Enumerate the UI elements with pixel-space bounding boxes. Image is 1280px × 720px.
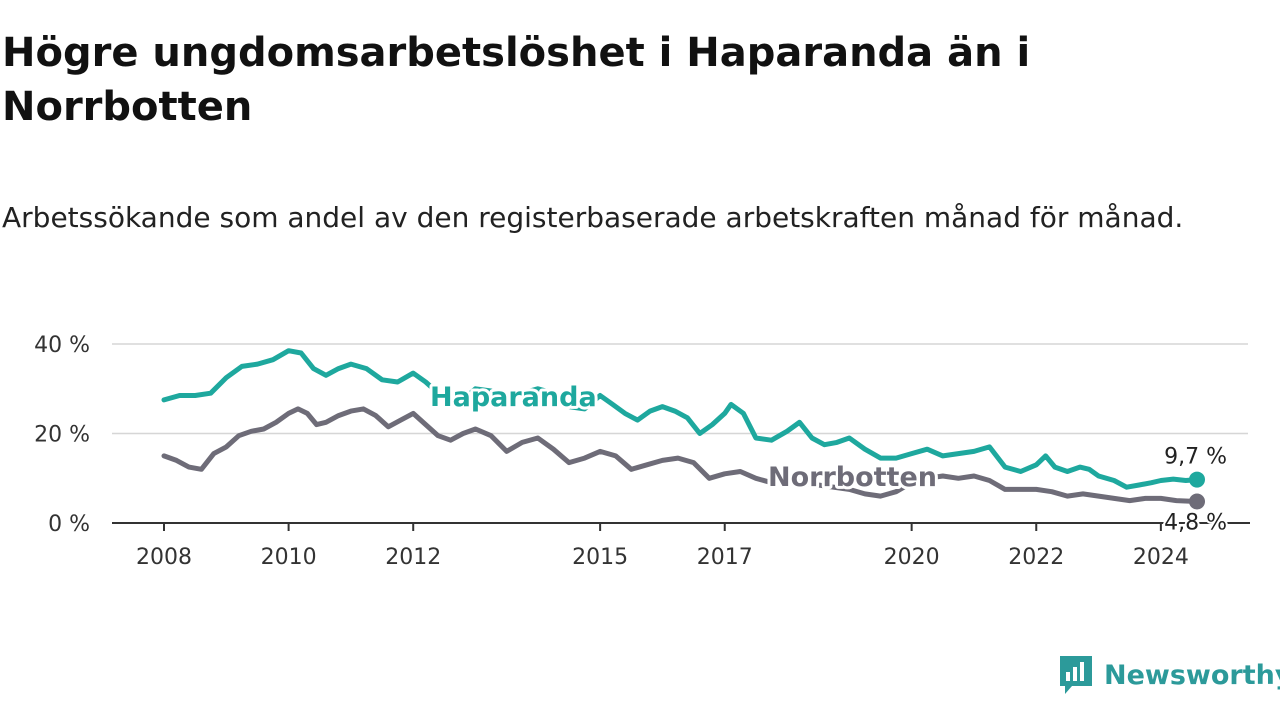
series-line-norrbotten bbox=[161, 406, 1200, 504]
y-tick-label: 40 % bbox=[34, 333, 90, 358]
x-tick-label: 2015 bbox=[572, 545, 628, 570]
end-label-haparanda: 9,7 % bbox=[1164, 445, 1227, 470]
x-tick-label: 2017 bbox=[697, 545, 753, 570]
y-tick-label: 20 % bbox=[34, 423, 90, 448]
y-tick-label: 0 % bbox=[48, 512, 90, 537]
gridlines bbox=[112, 343, 1248, 435]
newsworthy-brand: Newsworthy bbox=[1058, 654, 1280, 696]
x-axis-ticks: 2008 2010 2012 2015 2017 2020 2022 2024 bbox=[136, 523, 1189, 570]
x-tick-label: 2022 bbox=[1008, 545, 1064, 570]
end-label-norrbotten: 4,8 % bbox=[1164, 511, 1227, 536]
series-label-norrbotten: Norrbotten bbox=[768, 462, 937, 493]
chart-subtitle: Arbetssökande som andel av den registerb… bbox=[2, 201, 1184, 234]
chart-title: Högre ungdomsarbetslöshet i Haparanda än… bbox=[2, 30, 1031, 130]
brand-name: Newsworthy bbox=[1104, 659, 1280, 691]
x-tick-label: 2008 bbox=[136, 545, 192, 570]
series-lines bbox=[161, 348, 1205, 510]
end-point-norrbotten bbox=[1189, 493, 1205, 510]
x-tick-label: 2024 bbox=[1133, 545, 1189, 570]
x-tick-label: 2012 bbox=[385, 545, 441, 570]
series-labels: Haparanda Norrbotten 9,7 % 4,8 % bbox=[427, 379, 1229, 538]
series-label-haparanda: Haparanda bbox=[430, 382, 597, 413]
y-axis-ticks: 0 % 20 % 40 % bbox=[34, 333, 90, 537]
newsworthy-logo-icon bbox=[1060, 656, 1092, 694]
x-tick-label: 2010 bbox=[261, 545, 317, 570]
series-line-haparanda bbox=[161, 348, 1200, 490]
x-tick-label: 2020 bbox=[884, 545, 940, 570]
end-point-haparanda bbox=[1189, 471, 1205, 488]
